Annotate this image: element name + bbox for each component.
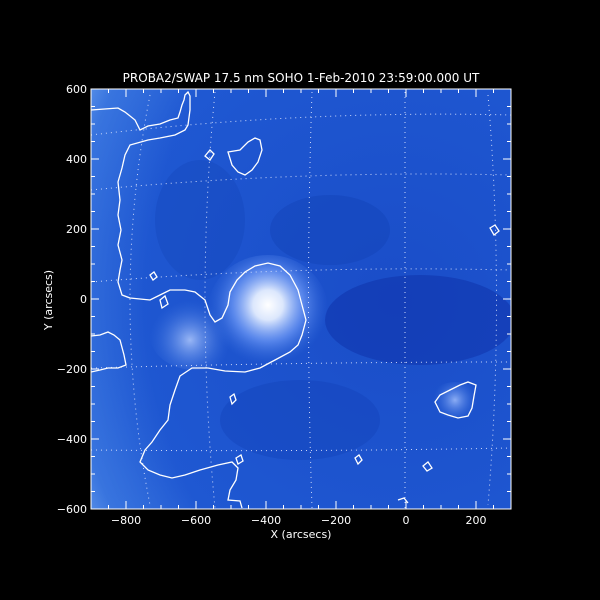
y-tick-label: −200 xyxy=(57,363,87,376)
x-tick-label: −800 xyxy=(111,514,141,527)
y-tick-label: −600 xyxy=(57,503,87,516)
bright-region xyxy=(150,300,240,370)
x-axis-label: X (arcsecs) xyxy=(271,528,332,541)
y-tick-label: 200 xyxy=(66,223,87,236)
y-tick-label: 600 xyxy=(66,83,87,96)
bright-region xyxy=(430,382,480,418)
y-tick-label: −400 xyxy=(57,433,87,446)
y-axis-label: Y (arcsecs) xyxy=(42,270,55,331)
chart-title: PROBA2/SWAP 17.5 nm SOHO 1-Feb-2010 23:5… xyxy=(123,71,480,85)
y-tick-label: 400 xyxy=(66,153,87,166)
x-tick-label: 0 xyxy=(403,514,410,527)
heliographic-grid xyxy=(91,91,511,509)
x-axis: −800 −600 −400 −200 0 200 xyxy=(90,89,512,527)
intensity-contours xyxy=(91,90,500,509)
x-tick-label: −200 xyxy=(321,514,351,527)
solar-image xyxy=(91,89,511,509)
y-axis: −600 −400 −200 0 200 400 600 xyxy=(57,83,511,516)
x-tick-label: −400 xyxy=(251,514,281,527)
x-tick-label: 200 xyxy=(466,514,487,527)
y-tick-label: 0 xyxy=(80,293,87,306)
x-tick-label: −600 xyxy=(181,514,211,527)
